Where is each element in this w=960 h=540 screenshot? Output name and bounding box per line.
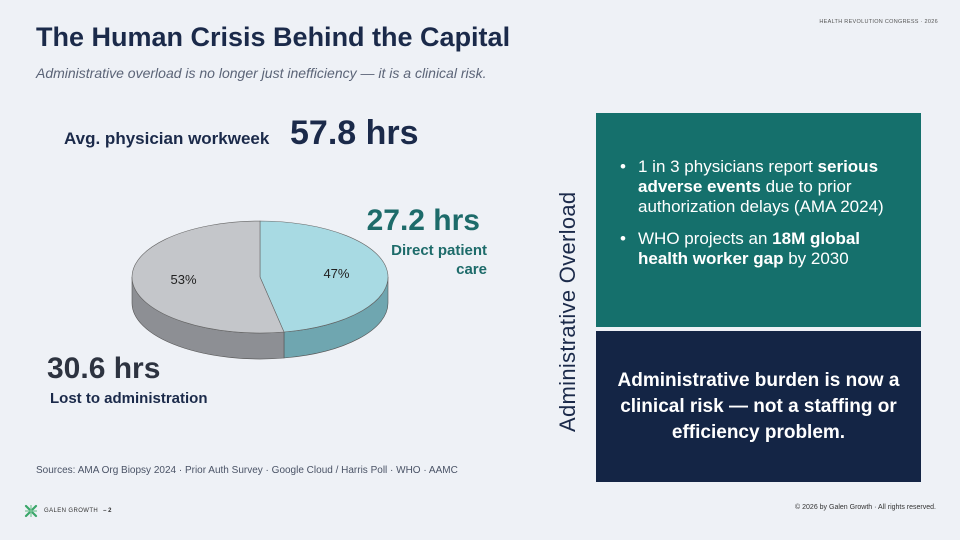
- side-heading: Administrative Overload: [555, 191, 580, 432]
- admin-value: 30.6 hrs: [47, 352, 161, 385]
- copyright: © 2026 by Galen Growth · All rights rese…: [795, 504, 936, 511]
- galen-logo-icon: [24, 504, 38, 518]
- page-number: – 2: [103, 508, 112, 514]
- company-logo: GALEN GROWTH – 2: [23, 503, 111, 519]
- facts-box: 1 in 3 physicians report serious adverse…: [596, 113, 921, 327]
- pie-slice-2: [131, 220, 285, 334]
- pie-slice-1: [259, 220, 389, 333]
- header-tag: HEALTH REVOLUTION CONGRESS · 2026: [819, 19, 938, 25]
- slide-subtitle: Administrative overload is no longer jus…: [36, 65, 487, 81]
- direct-care-label: Direct patient care: [391, 242, 487, 278]
- logo-text: GALEN GROWTH: [44, 508, 99, 514]
- callout-box: Administrative burden is now a clinical …: [596, 331, 921, 482]
- admin-label: Lost to administration: [50, 390, 208, 407]
- callout-text: Administrative burden is now a clinical …: [617, 369, 900, 443]
- workweek-label: Avg. physician workweek: [64, 129, 270, 148]
- fact-bullet: 1 in 3 physicians report serious adverse…: [620, 157, 901, 217]
- pie-data-label-1: 47%: [323, 266, 349, 281]
- fact-bullet: WHO projects an 18M global health worker…: [620, 229, 901, 269]
- workweek-value: 57.8 hrs: [290, 114, 419, 152]
- slide-title: The Human Crisis Behind the Capital: [36, 22, 511, 52]
- pie-data-label-2: 53%: [171, 272, 197, 287]
- sources-note: Sources: AMA Org Biopsy 2024 · Prior Aut…: [36, 465, 458, 476]
- time-split-pie-chart: 47% 53%: [131, 220, 389, 360]
- direct-care-value: 27.2 hrs: [366, 204, 480, 237]
